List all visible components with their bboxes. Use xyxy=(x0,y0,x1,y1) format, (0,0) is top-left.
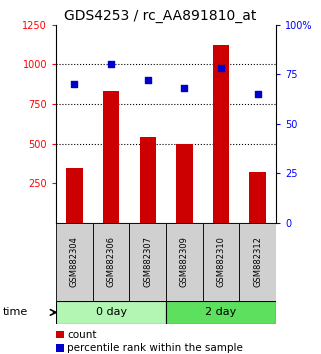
Text: GSM882307: GSM882307 xyxy=(143,236,152,287)
Bar xyxy=(176,144,193,223)
Bar xyxy=(129,223,166,301)
Point xyxy=(145,78,150,83)
Text: percentile rank within the sample: percentile rank within the sample xyxy=(67,343,243,353)
Bar xyxy=(140,137,156,223)
Bar xyxy=(66,167,83,223)
Text: GSM882309: GSM882309 xyxy=(180,236,189,287)
Text: 0 day: 0 day xyxy=(96,307,127,318)
Bar xyxy=(56,223,93,301)
Text: GSM882306: GSM882306 xyxy=(107,236,116,287)
Point xyxy=(108,62,114,67)
Bar xyxy=(249,172,266,223)
Bar xyxy=(56,301,166,324)
Bar xyxy=(239,223,276,301)
Point xyxy=(182,85,187,91)
Text: GSM882304: GSM882304 xyxy=(70,236,79,287)
Text: 2 day: 2 day xyxy=(205,307,237,318)
Point xyxy=(72,81,77,87)
Text: GSM882310: GSM882310 xyxy=(217,236,226,287)
Bar xyxy=(166,301,276,324)
Point xyxy=(255,91,260,97)
Bar xyxy=(103,91,119,223)
Bar xyxy=(93,223,129,301)
Bar xyxy=(203,223,239,301)
Point xyxy=(219,65,224,71)
Text: time: time xyxy=(3,307,29,318)
Text: GSM882312: GSM882312 xyxy=(253,236,262,287)
Text: count: count xyxy=(67,330,97,339)
Bar xyxy=(213,45,229,223)
Text: GDS4253 / rc_AA891810_at: GDS4253 / rc_AA891810_at xyxy=(64,9,257,23)
Bar xyxy=(166,223,203,301)
